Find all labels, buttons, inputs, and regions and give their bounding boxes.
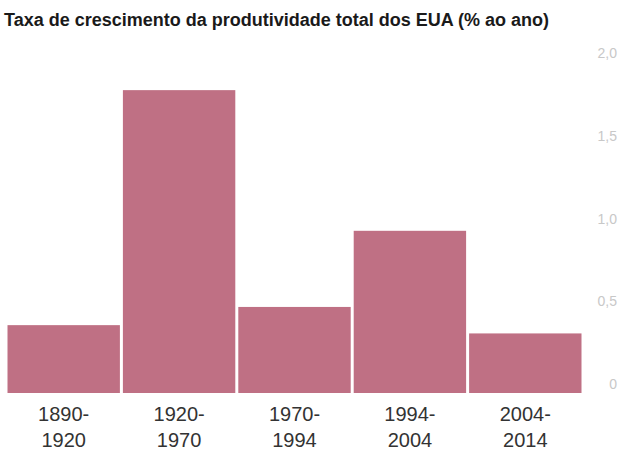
bars bbox=[8, 90, 582, 393]
tick-mark bbox=[587, 62, 590, 63]
tick-label: 1,5 bbox=[598, 128, 618, 144]
title: Taxa de crescimento da produtividade tot… bbox=[4, 10, 549, 30]
tick-mark bbox=[587, 393, 590, 394]
category-label: 1890-1920 bbox=[38, 403, 89, 451]
tick-mark bbox=[587, 144, 590, 145]
category-label: 1970-1994 bbox=[269, 403, 320, 451]
tick-label: 1,0 bbox=[598, 211, 618, 227]
tick-mark bbox=[587, 227, 590, 228]
bar bbox=[238, 307, 350, 393]
bar bbox=[8, 325, 120, 393]
category-label: 1994-2004 bbox=[384, 403, 435, 451]
tick-label: 2,0 bbox=[598, 45, 618, 61]
category-label: 2004-2014 bbox=[500, 403, 551, 451]
bar bbox=[469, 333, 581, 393]
tick-mark bbox=[587, 310, 590, 311]
bar bbox=[123, 90, 235, 393]
tick-label: 0 bbox=[609, 376, 617, 392]
chart: Taxa de crescimento da produtividade tot… bbox=[0, 0, 620, 454]
bar bbox=[354, 231, 466, 393]
category-label: 1920-1970 bbox=[154, 403, 205, 451]
tick-label: 0,5 bbox=[598, 293, 618, 309]
